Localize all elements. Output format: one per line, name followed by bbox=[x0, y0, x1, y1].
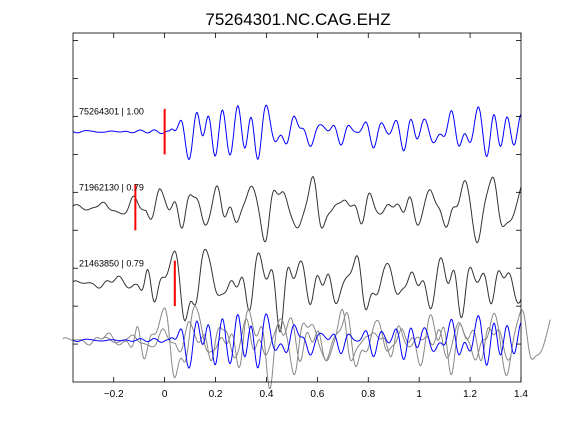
trace-label-2: 71962130 | 0.79 bbox=[79, 183, 144, 193]
labels-layer: 75264301 | 1.00 71962130 | 0.79 21463850 |… bbox=[79, 107, 144, 269]
x-tick-label-5: 0.8 bbox=[361, 389, 375, 400]
trace-label-1: 75264301 | 1.00 bbox=[79, 107, 144, 117]
x-tick-label-8: 1.4 bbox=[514, 389, 528, 400]
trace-label-3: 21463850 | 0.79 bbox=[79, 258, 144, 268]
x-tick-label-7: 1.2 bbox=[463, 389, 477, 400]
x-tick-label-3: 0.4 bbox=[260, 389, 274, 400]
x-tick-label-6: 1 bbox=[416, 389, 422, 400]
picks-layer bbox=[134, 108, 176, 307]
x-tick-label-1: 0 bbox=[162, 389, 168, 400]
trace-line-3 bbox=[72, 248, 522, 333]
trace-line-2 bbox=[72, 175, 522, 244]
x-tick-label-4: 0.6 bbox=[310, 389, 324, 400]
x-tick-label-2: 0.2 bbox=[209, 389, 223, 400]
plot-frame bbox=[72, 32, 522, 383]
overlay-line-1 bbox=[72, 313, 522, 369]
trace-line-1 bbox=[72, 104, 522, 161]
traces-layer bbox=[62, 104, 551, 390]
ticks-layer: −0.2 0 0.2 0.4 0.6 0.8 1 1.2 1.4 bbox=[73, 33, 528, 400]
chart-title: 75264301.NC.CAG.EHZ bbox=[205, 10, 390, 29]
x-tick-label-0: −0.2 bbox=[104, 389, 124, 400]
overlay-line-3 bbox=[62, 305, 512, 390]
